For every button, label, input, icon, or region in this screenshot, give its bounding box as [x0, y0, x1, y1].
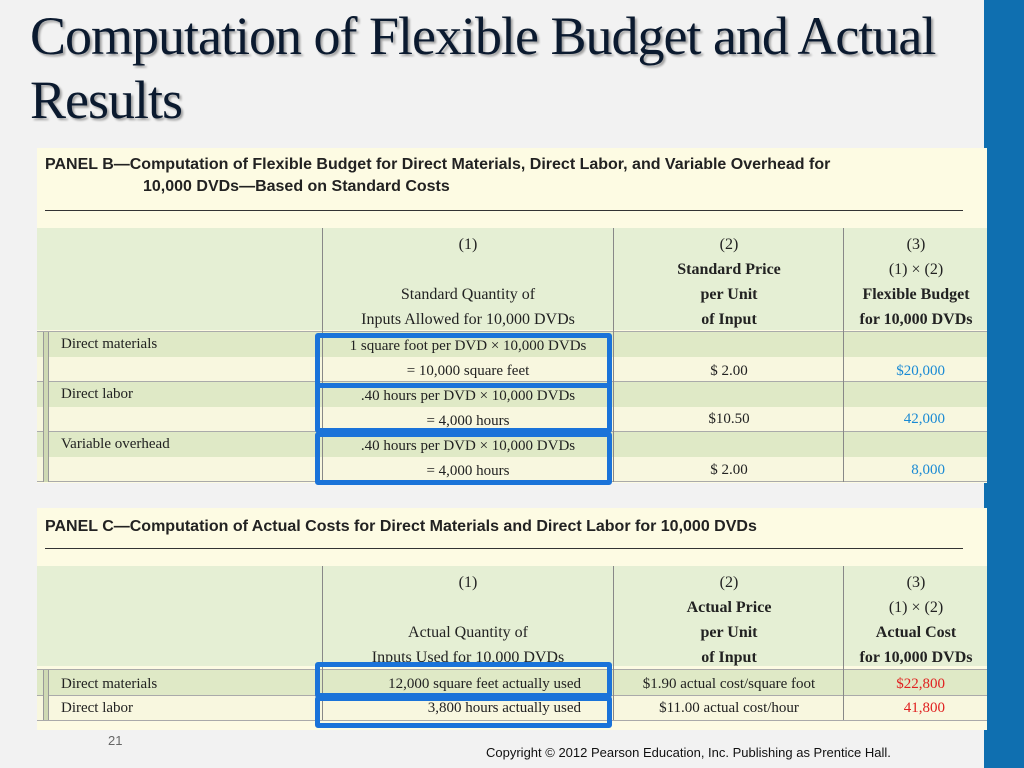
qty-line: = 4,000 hours [426, 463, 510, 479]
col-header-line: Actual Quantity of [408, 624, 528, 641]
panel-c-heading: PANEL C—Computation of Actual Costs for … [45, 518, 757, 535]
col-header-line: Inputs Allowed for 10,000 DVDs [361, 311, 575, 328]
column-divider [843, 566, 844, 720]
panel-b-header-band [37, 228, 987, 330]
total-cell: $22,800 [896, 676, 945, 692]
col-header-line: for 10,000 DVDs [859, 649, 973, 666]
total-cell: 8,000 [911, 462, 945, 478]
price-cell: $1.90 actual cost/square foot [642, 676, 816, 692]
row-separator [37, 669, 987, 670]
price-cell: $11.00 actual cost/hour [659, 700, 799, 716]
col-header-line: of Input [701, 311, 757, 328]
col-header-line: Inputs Used for 10,000 DVDs [371, 649, 565, 666]
row-stub-bar [43, 670, 49, 720]
qty-line: 1 square foot per DVD × 10,000 DVDs [349, 338, 587, 354]
highlight-box [315, 432, 612, 485]
col-header-line: Standard Quantity of [400, 286, 536, 303]
column-divider [613, 566, 614, 720]
column-divider [613, 228, 614, 482]
col-header-line: (1) × (2) [888, 261, 944, 278]
column-divider [843, 228, 844, 482]
qty-line: .40 hours per DVD × 10,000 DVDs [360, 388, 576, 404]
highlight-box [315, 333, 612, 388]
panel-c-col3-header: (3) (1) × (2) Actual Cost for 10,000 DVD… [845, 570, 987, 670]
panel-b-heading-rule [45, 210, 963, 211]
panel-c-col1-header: (1) Actual Quantity of Inputs Used for 1… [323, 570, 613, 670]
col-header-line: per Unit [700, 624, 758, 641]
panel-b-col2-header: (2) Standard Price per Unit of Input [615, 232, 843, 332]
qty-cell: 12,000 square feet actually used [388, 676, 581, 692]
panel-c: PANEL C—Computation of Actual Costs for … [37, 508, 987, 730]
slide-title: Computation of Flexible Budget and Actua… [30, 6, 936, 130]
table-row [37, 407, 987, 432]
panel-c-header-band [37, 566, 987, 666]
highlight-box [315, 662, 612, 698]
col-header-line: Standard Price [677, 261, 781, 278]
row-stub-bar [43, 332, 49, 482]
col-number: (1) [458, 574, 478, 591]
table-row [37, 670, 987, 695]
column-divider [322, 228, 323, 482]
row-label: Direct materials [61, 336, 158, 352]
col-header-line: Actual Price [686, 599, 772, 616]
column-divider [322, 566, 323, 720]
col-header-spacer [323, 595, 613, 620]
slide-accent-bar [984, 0, 1024, 768]
row-separator [37, 381, 987, 382]
col-header-line: of Input [701, 649, 757, 666]
col-header-line: Actual Cost [875, 624, 957, 641]
panel-c-col2-header: (2) Actual Price per Unit of Input [615, 570, 843, 670]
col-header-line: (1) × (2) [888, 599, 944, 616]
row-label: Variable overhead [61, 436, 170, 452]
panel-b-col3-header: (3) (1) × (2) Flexible Budget for 10,000… [845, 232, 987, 332]
col-number: (3) [906, 574, 926, 591]
table-row [37, 357, 987, 382]
row-label: Direct labor [61, 700, 134, 716]
panel-b-heading-line1: PANEL B—Computation of Flexible Budget f… [45, 156, 831, 173]
row-label: Direct materials [61, 676, 158, 692]
col-header-line: per Unit [700, 286, 758, 303]
total-cell: 41,800 [903, 700, 945, 716]
price-cell: $10.50 [708, 411, 750, 427]
col-number: (3) [906, 236, 926, 253]
qty-line: .40 hours per DVD × 10,000 DVDs [360, 438, 576, 454]
row-separator [37, 331, 987, 332]
col-number: (2) [719, 236, 739, 253]
panel-b-col1-header: (1) Standard Quantity of Inputs Allowed … [323, 232, 613, 332]
total-cell: 42,000 [903, 411, 945, 427]
page-number: 21 [108, 733, 123, 748]
price-cell: $ 2.00 [710, 462, 748, 478]
panel-b-heading-line2: 10,000 DVDs—Based on Standard Costs [143, 178, 450, 195]
total-cell: $20,000 [896, 363, 945, 379]
highlight-box [315, 696, 612, 728]
qty-cell: 3,800 hours actually used [427, 700, 581, 716]
col-number: (1) [458, 236, 478, 253]
row-label: Direct labor [61, 386, 134, 402]
col-number: (2) [719, 574, 739, 591]
highlight-box [315, 383, 612, 433]
panel-b: PANEL B—Computation of Flexible Budget f… [37, 148, 987, 483]
col-header-line: for 10,000 DVDs [859, 311, 973, 328]
price-cell: $ 2.00 [710, 363, 748, 379]
panel-b-heading: PANEL B—Computation of Flexible Budget f… [37, 148, 987, 204]
copyright-notice: Copyright © 2012 Pearson Education, Inc.… [486, 745, 891, 760]
row-separator [37, 720, 987, 721]
qty-line: = 10,000 square feet [406, 363, 530, 379]
col-header-spacer [323, 257, 613, 282]
table-row [37, 457, 987, 482]
qty-line: = 4,000 hours [426, 413, 510, 429]
panel-c-heading-rule [45, 548, 963, 549]
col-header-line: Flexible Budget [862, 286, 970, 303]
